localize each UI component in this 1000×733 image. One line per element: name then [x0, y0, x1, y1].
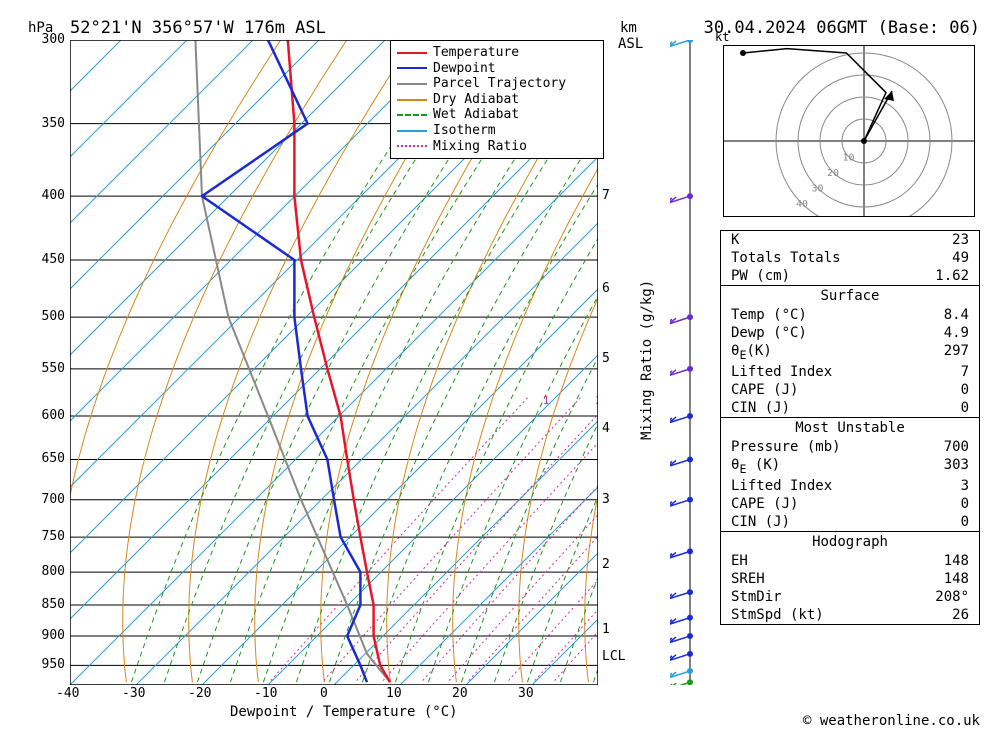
svg-text:40: 40 [796, 199, 808, 210]
ylabel-km1: km [620, 20, 637, 36]
svg-text:10: 10 [842, 153, 854, 164]
xlabel: Dewpoint / Temperature (°C) [230, 704, 458, 720]
wind-barb-column [670, 40, 710, 685]
mixratio-label: Mixing Ratio (g/kg) [639, 280, 655, 440]
skewt-diagram: 52°21'N 356°57'W 176m ASL 30.04.2024 06G… [0, 0, 1000, 733]
datetime-title: 30.04.2024 06GMT (Base: 06) [704, 18, 980, 38]
svg-text:30: 30 [811, 184, 823, 195]
location-title: 52°21'N 356°57'W 176m ASL [70, 18, 326, 38]
indices-tables: K23Totals Totals49PW (cm)1.62SurfaceTemp… [720, 230, 980, 625]
svg-text:1: 1 [543, 394, 550, 407]
copyright: © weatheronline.co.uk [803, 713, 980, 729]
kt-label: kt [715, 30, 729, 44]
legend: TemperatureDewpointParcel TrajectoryDry … [390, 40, 604, 159]
ylabel-km2: ASL [618, 36, 643, 52]
svg-text:20: 20 [827, 168, 839, 179]
hodograph-plot: 1020 3040 [723, 45, 975, 217]
